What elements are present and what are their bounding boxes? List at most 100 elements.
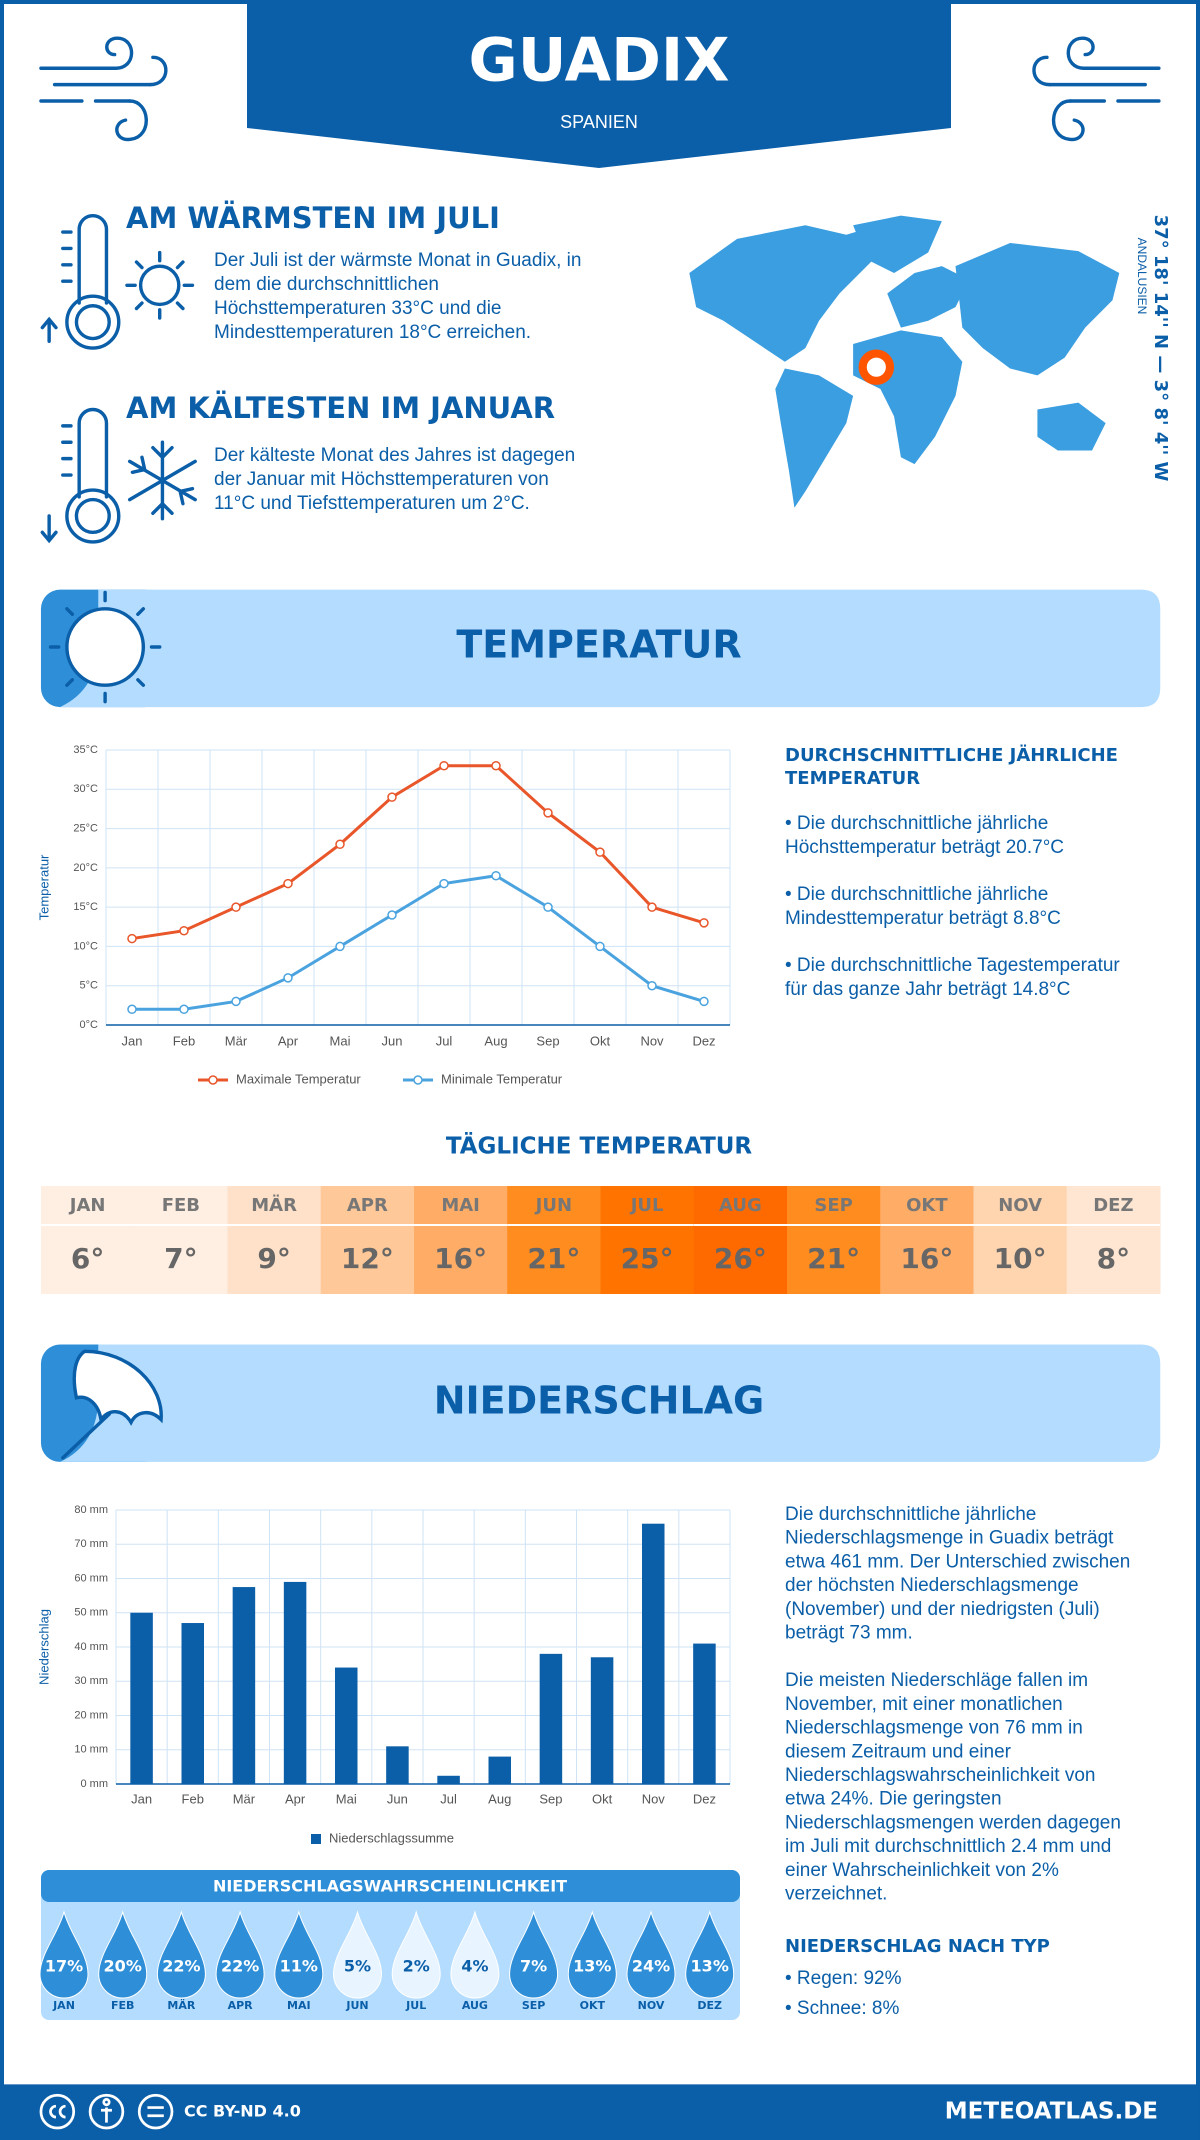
paragraph-line: Die meisten Niederschläge fallen im: [785, 1670, 1088, 1691]
paragraph-line: Höchsttemperaturen 33°C und die: [214, 298, 502, 319]
point: [699, 996, 709, 1007]
bullet-line: für das ganze Jahr beträgt 14.8°C: [785, 979, 1070, 1000]
temp-cell: [693, 1186, 788, 1294]
point: [543, 808, 553, 818]
month-label: JAN: [68, 1195, 106, 1216]
temp-value: 16°: [434, 1242, 487, 1275]
month-label: APR: [347, 1195, 388, 1216]
point: [595, 941, 605, 952]
paragraph-line: Niederschlagswahrscheinlichkeit von: [785, 1765, 1096, 1786]
site: METEOATLAS.DE: [945, 2099, 1158, 2125]
title: GUADIX: [469, 26, 730, 96]
banner: [60, 589, 1161, 708]
point: [647, 980, 657, 991]
legend-swatch: [311, 1834, 321, 1844]
paragraph-line: Niederschlagsmenge von 76 mm in: [785, 1718, 1083, 1739]
sun-icon: [125, 250, 195, 320]
drop-value: 11%: [280, 1957, 318, 1976]
x-tick-label: Feb: [182, 1791, 204, 1806]
paragraph-line: im Juli mit durchschnittlich 2.4 mm und: [785, 1836, 1111, 1857]
temp-value: 9°: [257, 1242, 290, 1275]
temp-value: 21°: [807, 1242, 860, 1275]
y-tick-label: 10°C: [73, 940, 98, 952]
paragraph-line: November, mit einer monatlichen: [785, 1694, 1063, 1715]
month-label: NOV: [638, 1999, 665, 2012]
paragraph-line: der Januar mit Höchsttemperaturen von: [214, 469, 549, 490]
temp-value: 7°: [164, 1242, 197, 1275]
paragraph-line: etwa 24%. Die geringsten: [785, 1789, 1002, 1810]
y-tick-label: 15°C: [73, 901, 98, 913]
x-tick-label: Aug: [484, 1033, 507, 1048]
point: [439, 878, 449, 889]
y-tick-label: 10 mm: [74, 1744, 108, 1756]
x-tick-label: Nov: [640, 1033, 664, 1048]
temp-value: 21°: [527, 1242, 580, 1275]
point: [387, 910, 397, 920]
month-label: APR: [228, 1999, 254, 2012]
bar: [334, 1667, 358, 1784]
drop: [274, 1910, 324, 1999]
paragraph-line: Mindesttemperaturen 18°C erreichen.: [214, 322, 531, 343]
y-tick-label: 60 mm: [74, 1572, 108, 1584]
temp-value: 16°: [900, 1242, 953, 1275]
point: [127, 933, 137, 944]
month-label: AUG: [719, 1195, 762, 1216]
temp-cell: [320, 1186, 415, 1294]
x-tick-label: Jun: [387, 1791, 408, 1806]
drop-value: 4%: [461, 1957, 488, 1976]
temp-cell: [787, 1186, 881, 1294]
paragraph-line: Die durchschnittliche jährliche: [785, 1504, 1036, 1525]
summary-heading: TEMPERATUR: [785, 768, 920, 789]
temp-value: 6°: [71, 1242, 104, 1275]
paragraph-line: 11°C und Tiefsttemperaturen um 2°C.: [214, 493, 530, 514]
type-item: • Schnee: 8%: [785, 1998, 899, 2019]
temp-cell: [414, 1186, 508, 1294]
month-label: MÄR: [167, 1998, 195, 2012]
paragraph-line: Niederschlagsmengen werden dagegen: [785, 1812, 1121, 1833]
temp-cell: [880, 1186, 974, 1294]
paragraph-line: beträgt 73 mm.: [785, 1623, 913, 1644]
drop-value: 7%: [520, 1957, 547, 1976]
legend-label: Minimale Temperatur: [441, 1071, 563, 1086]
x-tick-label: Mai: [336, 1791, 357, 1806]
drop-value: 24%: [632, 1957, 670, 1976]
point: [231, 902, 241, 912]
drop: [509, 1910, 559, 1999]
x-tick-label: Okt: [590, 1033, 611, 1048]
y-tick-label: 0°C: [80, 1019, 99, 1031]
drop: [567, 1910, 617, 1999]
paragraph-line: Der Juli ist der wärmste Monat in Guadix…: [214, 250, 581, 271]
temp-cell: [134, 1186, 228, 1294]
x-tick-label: Apr: [285, 1791, 306, 1806]
temp-cell: [41, 1186, 135, 1294]
month-label: SEP: [522, 1999, 546, 2012]
paragraph-line: diesem Zeitraum und einer: [785, 1741, 1012, 1762]
bullet-line: Höchsttemperatur beträgt 20.7°C: [785, 837, 1064, 858]
bar: [693, 1643, 716, 1784]
location-marker: [858, 349, 895, 385]
summary-heading: NIEDERSCHLAG NACH TYP: [785, 1936, 1050, 1957]
bullet-line: Mindesttemperatur beträgt 8.8°C: [785, 908, 1061, 929]
month-label: FEB: [111, 1999, 134, 2012]
point: [491, 760, 501, 771]
temp-value: 12°: [341, 1242, 394, 1275]
wind-icon: [39, 36, 168, 142]
temp-cell: [600, 1186, 695, 1294]
legend-swatch: [413, 1075, 423, 1085]
drop: [215, 1910, 265, 1999]
legend-label: Niederschlagssumme: [329, 1830, 454, 1845]
bullet-line: • Die durchschnittliche jährliche: [785, 813, 1048, 834]
point: [335, 839, 345, 850]
point: [647, 902, 657, 912]
wind-icon: [1032, 36, 1161, 142]
coordinates: 37° 18' 14'' N — 3° 8' 4'' W: [1150, 215, 1171, 482]
bar: [232, 1587, 256, 1784]
x-tick-label: Dez: [692, 1033, 715, 1048]
paragraph-line: Der kälteste Monat des Jahres ist dagege…: [214, 445, 575, 466]
temp-value: 26°: [714, 1242, 767, 1275]
subtitle: SPANIEN: [560, 112, 638, 132]
temp-cell: [1066, 1186, 1161, 1294]
point: [439, 760, 449, 771]
